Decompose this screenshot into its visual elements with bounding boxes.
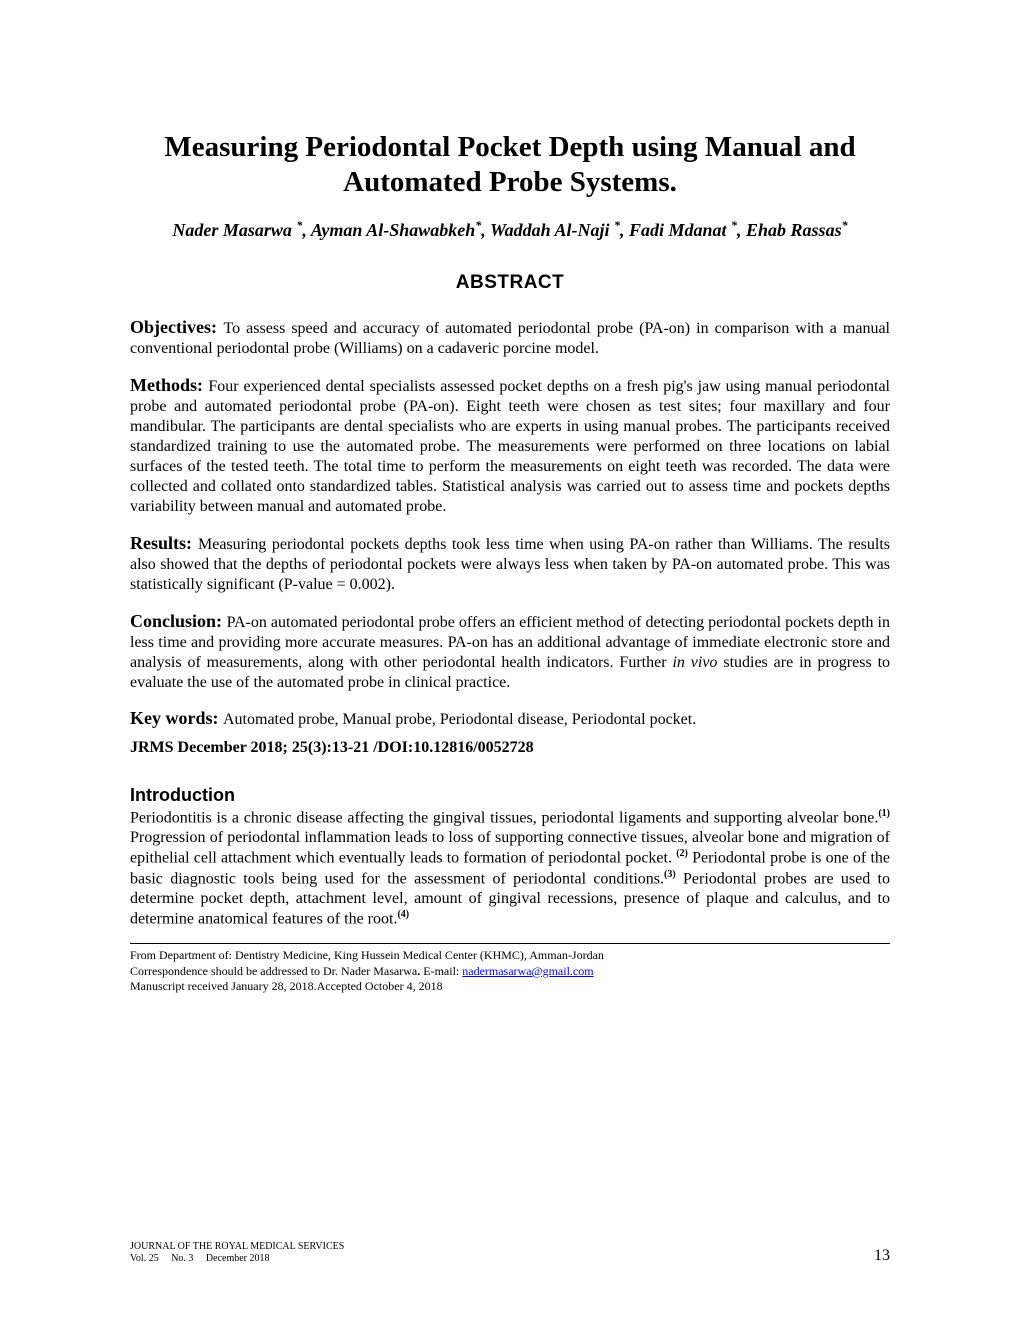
journal-name: JOURNAL OF THE ROYAL MEDICAL SERVICES (130, 1241, 344, 1253)
keywords-line: Key words: Automated probe, Manual probe… (130, 708, 890, 729)
author-1: Nader Masarwa (172, 220, 296, 240)
abstract-heading: ABSTRACT (130, 272, 890, 294)
page-footer: JOURNAL OF THE ROYAL MEDICAL SERVICES Vo… (130, 1241, 890, 1265)
results-label: Results: (130, 533, 198, 553)
keywords-label: Key words: (130, 708, 223, 728)
citation-line: JRMS December 2018; 25(3):13-21 /DOI:10.… (130, 739, 890, 757)
citation-1: (1) (878, 808, 890, 819)
introduction-heading: Introduction (130, 785, 890, 806)
footer-divider (130, 943, 890, 944)
objectives-label: Objectives: (130, 317, 224, 337)
citation-3: (3) (664, 869, 676, 880)
footer-manuscript-dates: Manuscript received January 28, 2018.Acc… (130, 979, 890, 995)
page-number: 13 (874, 1247, 890, 1265)
article-title: Measuring Periodontal Pocket Depth using… (130, 130, 890, 200)
footer-corr-text: Correspondence should be addressed to Dr… (130, 964, 417, 978)
author-3: , Waddah Al-Naji (481, 220, 614, 240)
objectives-section: Objectives: To assess speed and accuracy… (130, 316, 890, 359)
conclusion-label: Conclusion: (130, 611, 227, 631)
author-5: , Ehab Rassas (737, 220, 842, 240)
keywords-text: Automated probe, Manual probe, Periodont… (223, 711, 696, 728)
results-text: Measuring periodontal pockets depths too… (130, 536, 890, 593)
objectives-text: To assess speed and accuracy of automate… (130, 320, 890, 357)
methods-text: Four experienced dental specialists asse… (130, 378, 890, 515)
results-section: Results: Measuring periodontal pockets d… (130, 532, 890, 595)
author-4: , Fadi Mdanat (620, 220, 731, 240)
conclusion-italic: in vivo (672, 654, 717, 671)
footer-correspondence: Correspondence should be addressed to Dr… (130, 964, 890, 980)
intro-text-1: Periodontitis is a chronic disease affec… (130, 809, 878, 826)
journal-volume: Vol. 25 No. 3 December 2018 (130, 1253, 344, 1265)
methods-label: Methods: (130, 375, 208, 395)
journal-info: JOURNAL OF THE ROYAL MEDICAL SERVICES Vo… (130, 1241, 344, 1265)
author-2: , Ayman Al-Shawabkeh (302, 220, 475, 240)
author-asterisk-5: * (842, 218, 848, 232)
citation-4: (4) (397, 909, 409, 920)
footer-department: From Department of: Dentistry Medicine, … (130, 948, 890, 964)
methods-section: Methods: Four experienced dental special… (130, 374, 890, 517)
footer-info: From Department of: Dentistry Medicine, … (130, 948, 890, 995)
conclusion-section: Conclusion: PA-on automated periodontal … (130, 610, 890, 693)
footer-email-label: E-mail: (420, 964, 462, 978)
citation-2: (2) (676, 848, 688, 859)
footer-email-link[interactable]: nadermasarwa@gmail.com (462, 964, 593, 978)
authors: Nader Masarwa *, Ayman Al-Shawabkeh*, Wa… (130, 218, 890, 242)
introduction-paragraph: Periodontitis is a chronic disease affec… (130, 808, 890, 929)
